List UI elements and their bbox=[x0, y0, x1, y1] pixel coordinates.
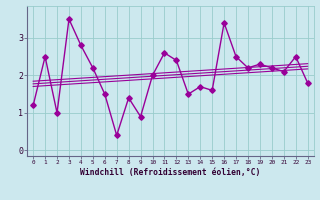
X-axis label: Windchill (Refroidissement éolien,°C): Windchill (Refroidissement éolien,°C) bbox=[80, 168, 260, 177]
